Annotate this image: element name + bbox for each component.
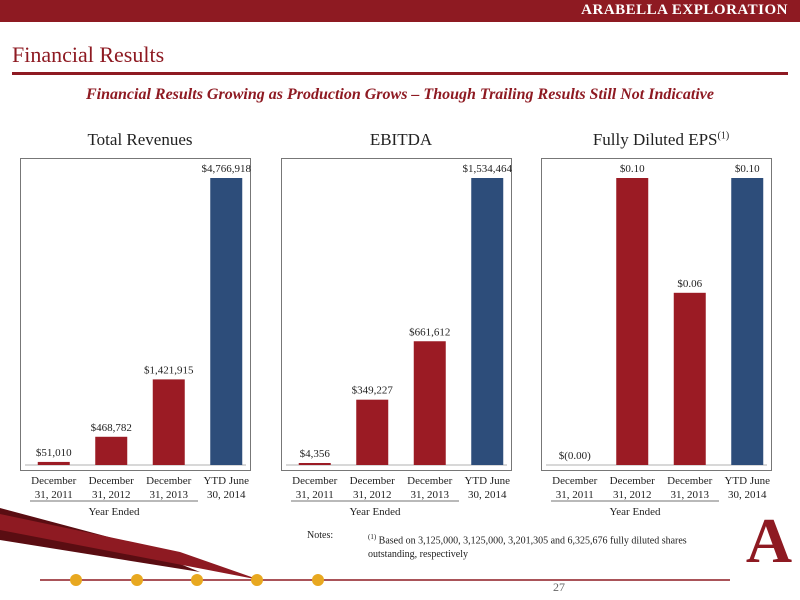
logo-letter: A [746,505,792,576]
x-tick-label: 31, 2012 [613,489,652,501]
x-tick-label: December [407,475,453,487]
data-label: $1,534,464 [463,163,513,175]
x-tick-label: December [552,475,598,487]
data-label: $0.06 [677,278,702,290]
x-tick-label: 31, 2012 [353,489,392,501]
x-tick-label: December [667,475,713,487]
plot-frame [20,158,251,471]
bar [673,292,706,465]
bar [731,178,764,465]
data-label: $661,612 [409,326,450,338]
x-tick-label: 30, 2014 [468,489,507,501]
bar [37,461,70,465]
x-tick-label: YTD June [203,475,249,487]
sunburst-dot [131,574,143,586]
data-label: $51,010 [36,447,72,459]
top-banner: ARABELLA EXPLORATION [0,0,800,22]
x-tick-label: December [350,475,396,487]
x-tick-label: 31, 2013 [150,489,189,501]
x-tick-label: 31, 2011 [35,489,73,501]
plot-frame [541,158,772,471]
bar [413,341,446,465]
x-tick-label: 31, 2013 [671,489,710,501]
chart-title-footnote: (1) [717,130,730,142]
bar [152,379,185,465]
chart-title-text: EBITDA [369,130,433,149]
notes-text: (1) Based on 3,125,000, 3,125,000, 3,201… [368,530,718,562]
bar [298,463,331,465]
data-label: $0.10 [735,163,760,175]
x-tick-label: December [89,475,135,487]
x-tick-label: 31, 2011 [556,489,594,501]
page-number: 27 [553,580,565,594]
x-tick-label: December [292,475,338,487]
chart-title-eps: Fully Diluted EPS(1) [541,130,781,150]
x-axis-label: Year Ended [88,506,140,518]
chart-revenues: $51,010 December 31, 2011 $468,782 December 3… [20,158,252,518]
data-label: $(0.00) [559,450,591,462]
bar [95,436,128,465]
chart-ebitda: $4,356 December 31, 2011 $349,227 December 31… [281,158,513,518]
x-tick-label: YTD June [464,475,510,487]
data-label: $0.10 [620,163,645,175]
x-tick-label: 31, 2011 [296,489,334,501]
data-label: $468,782 [91,422,132,434]
x-tick-label: YTD June [724,475,770,487]
notes-label: Notes: [307,530,334,541]
sunburst-dot [312,574,324,586]
company-name: ARABELLA EXPLORATION [581,2,788,18]
chart-title-text: Total Revenues [87,130,193,149]
chart-title-ebitda: EBITDA [281,130,521,150]
page-title: Financial Results [12,42,165,67]
chart-eps: $(0.00) December 31, 2011 $0.10 December 31, … [541,158,772,518]
slide-subtitle: Financial Results Growing as Production … [86,86,714,103]
x-axis-label: Year Ended [349,506,401,518]
sunburst-dots [70,574,324,586]
x-tick-label: December [31,475,77,487]
data-label: $4,356 [300,448,331,460]
chart-title-revenues: Total Revenues [20,130,260,150]
x-tick-label: 30, 2014 [728,489,767,501]
notes-body: Based on 3,125,000, 3,125,000, 3,201,305… [368,535,687,561]
sunburst-dot [70,574,82,586]
bar [210,178,243,465]
x-tick-label: 31, 2013 [411,489,450,501]
x-axis-label: Year Ended [609,506,661,518]
title-rule [12,72,788,75]
data-label: $4,766,918 [202,163,252,175]
bar [471,178,504,465]
sunburst-dot [251,574,263,586]
decorative-swoosh [0,508,730,586]
bar [616,178,649,465]
swoosh-red-shape [0,514,260,580]
x-tick-label: December [146,475,192,487]
bar [356,399,389,465]
logo-mark: A [746,505,792,576]
data-label: $349,227 [352,385,394,397]
banner-band [0,0,800,22]
notes-marker: (1) [368,533,377,541]
x-tick-label: 30, 2014 [207,489,246,501]
data-label: $1,421,915 [144,364,194,376]
x-tick-label: December [610,475,656,487]
chart-title-text: Fully Diluted EPS [592,130,718,149]
plot-frame [281,158,512,471]
x-tick-label: 31, 2012 [92,489,131,501]
sunburst-dot [191,574,203,586]
